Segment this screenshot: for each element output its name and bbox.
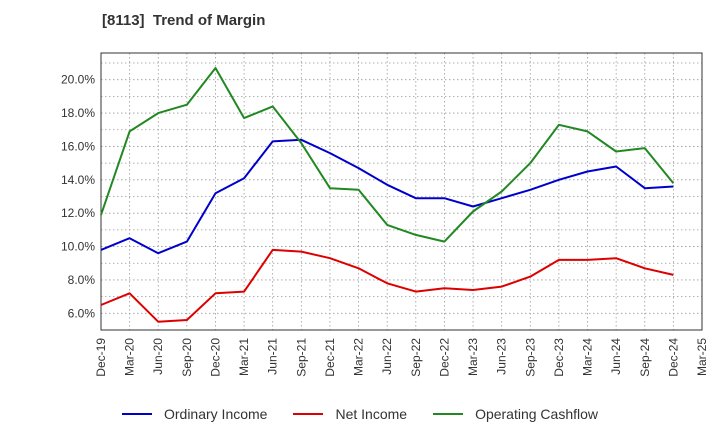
y-axis-ticks: 6.0% 8.0% 10.0% 12.0% 14.0% 16.0% 18.0% 20.0%: [61, 73, 95, 321]
series-lines: [100, 67, 675, 323]
y-tick-label: 12.0%: [61, 206, 95, 220]
x-tick-label: Dec-19: [94, 338, 108, 377]
legend-item-operating-cashflow: Operating Cashflow: [433, 404, 598, 424]
x-tick-label: Dec-21: [323, 338, 337, 377]
y-tick-label: 10.0%: [61, 240, 95, 254]
x-axis-ticks: Dec-19 Mar-20 Jun-20 Sep-20 Dec-20 Mar-21 Jun-…: [94, 338, 709, 377]
x-tick-label: Mar-20: [123, 338, 137, 376]
legend: Ordinary Income Net Income Operating Cashf…: [0, 404, 720, 424]
x-tick-label: Dec-24: [666, 338, 680, 377]
legend-label: Ordinary Income: [163, 406, 268, 422]
x-tick-label: Jun-23: [495, 338, 509, 375]
x-tick-label: Dec-23: [552, 338, 566, 377]
x-tick-label: Jun-21: [266, 338, 280, 375]
legend-swatch: [293, 413, 324, 415]
grid-lines: [101, 53, 702, 331]
legend-swatch: [433, 413, 464, 415]
x-tick-label: Sep-21: [294, 338, 308, 377]
series-line-net-income: [100, 248, 674, 323]
x-tick-label: Sep-24: [638, 338, 652, 377]
x-tick-label: Mar-22: [352, 338, 366, 376]
y-tick-label: 16.0%: [61, 139, 95, 153]
x-tick-label: Jun-20: [151, 338, 165, 375]
legend-item-net-income: Net Income: [293, 404, 407, 424]
chart-title: [8113] Trend of Margin: [102, 12, 266, 29]
legend-label: Operating Cashflow: [475, 406, 599, 422]
legend-item-ordinary-income: Ordinary Income: [121, 404, 268, 424]
x-tick-label: Mar-21: [237, 338, 251, 376]
legend-swatch: [121, 413, 152, 415]
x-tick-label: Mar-24: [581, 338, 595, 376]
x-tick-label: Mar-25: [695, 338, 709, 376]
x-tick-label: Sep-23: [523, 338, 537, 377]
y-tick-label: 18.0%: [61, 106, 95, 120]
plot-area: [100, 52, 703, 331]
x-tick-label: Jun-22: [380, 338, 394, 375]
x-tick-label: Dec-22: [437, 338, 451, 377]
y-tick-label: 6.0%: [68, 306, 96, 320]
x-tick-label: Jun-24: [609, 338, 623, 375]
x-tick-label: Mar-23: [466, 338, 480, 376]
x-tick-label: Dec-20: [208, 338, 222, 377]
series-line-ordinary-income: [100, 138, 674, 255]
legend-label: Net Income: [335, 406, 408, 422]
series-line-operating-cashflow: [100, 67, 675, 243]
x-tick-label: Sep-22: [409, 338, 423, 377]
y-tick-label: 14.0%: [61, 173, 95, 187]
y-tick-label: 8.0%: [68, 273, 96, 287]
x-tick-label: Sep-20: [180, 338, 194, 377]
y-tick-label: 20.0%: [61, 73, 95, 87]
